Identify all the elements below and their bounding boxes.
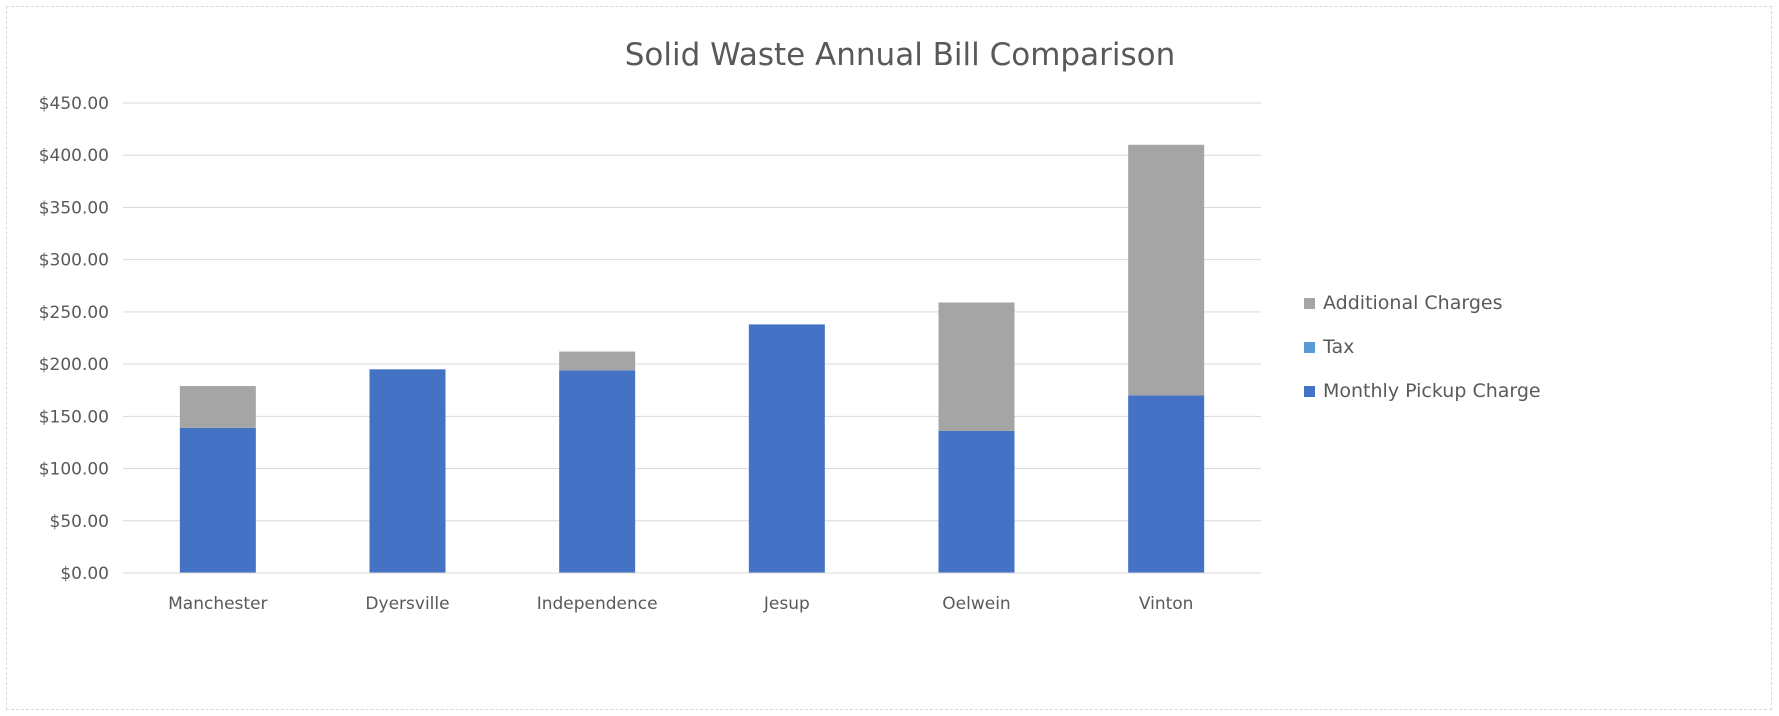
legend-label: Additional Charges — [1323, 292, 1503, 314]
bar-monthly-pickup-charge-dyersville — [369, 369, 446, 573]
bars — [179, 144, 1205, 573]
legend-swatch — [1304, 386, 1315, 397]
chart-frame: Solid Waste Annual Bill Comparison $0.00… — [6, 6, 1772, 710]
gridlines — [123, 102, 1261, 522]
x-tick-label: Oelwein — [942, 594, 1010, 614]
x-tick-label: Jesup — [763, 594, 810, 614]
bar-additional-charges-vinton — [1128, 144, 1205, 396]
y-tick-label: $300.00 — [39, 251, 109, 271]
bar-monthly-pickup-charge-vinton — [1128, 395, 1205, 573]
legend: Additional Charges Tax Monthly Pickup Char… — [1304, 292, 1541, 402]
bar-monthly-pickup-charge-independence — [559, 370, 636, 573]
x-tick-label: Vinton — [1139, 594, 1194, 614]
y-tick-label: $250.00 — [39, 303, 109, 323]
legend-swatch — [1304, 342, 1315, 353]
legend-label: Tax — [1322, 336, 1354, 358]
y-tick-label: $0.00 — [60, 564, 109, 584]
y-tick-label: $150.00 — [39, 407, 109, 427]
bar-monthly-pickup-charge-manchester — [179, 427, 256, 573]
bar-additional-charges-oelwein — [938, 302, 1015, 431]
bar-additional-charges-independence — [559, 351, 636, 371]
y-tick-label: $50.00 — [50, 512, 109, 532]
chart-title: Solid Waste Annual Bill Comparison — [625, 37, 1175, 73]
bar-additional-charges-manchester — [179, 386, 256, 428]
x-tick-label: Manchester — [168, 594, 267, 614]
x-tick-label: Independence — [537, 594, 658, 614]
y-tick-label: $200.00 — [39, 355, 109, 375]
bar-monthly-pickup-charge-oelwein — [938, 430, 1015, 573]
y-tick-label: $100.00 — [39, 460, 109, 480]
legend-swatch — [1304, 298, 1315, 309]
chart-canvas: Solid Waste Annual Bill Comparison $0.00… — [39, 37, 1541, 614]
y-tick-label: $350.00 — [39, 198, 109, 218]
legend-label: Monthly Pickup Charge — [1323, 380, 1541, 402]
x-tick-label: Dyersville — [365, 594, 449, 614]
y-tick-label: $450.00 — [39, 94, 109, 114]
y-axis-tick-labels: $0.00 $50.00 $100.00 $150.00 $200.00 $250.00 $… — [39, 94, 109, 584]
bar-monthly-pickup-charge-jesup — [748, 324, 825, 573]
y-tick-label: $400.00 — [39, 146, 109, 166]
x-axis-tick-labels: Manchester Dyersville Independence Jesup Oel… — [168, 594, 1193, 614]
